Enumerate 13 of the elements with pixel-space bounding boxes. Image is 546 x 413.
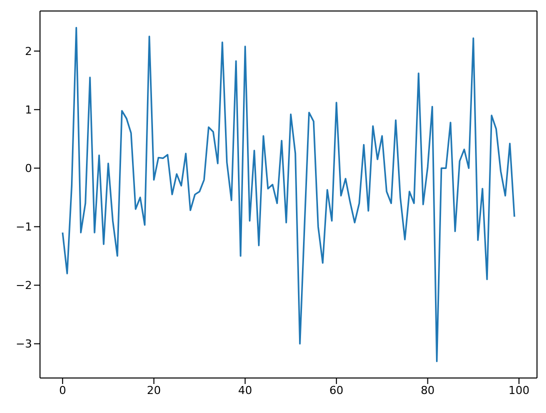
- y-tick-label: 1: [25, 104, 32, 117]
- x-tick-label: 40: [238, 384, 252, 397]
- y-tick-label: −2: [16, 279, 32, 292]
- x-tick-label: 20: [146, 384, 161, 397]
- x-tick-label: 100: [508, 384, 530, 397]
- y-tick-label: −1: [16, 220, 32, 234]
- y-tick-label: −3: [16, 338, 32, 351]
- x-tick-label: 60: [329, 384, 344, 397]
- y-tick-label: 2: [25, 45, 32, 58]
- y-tick-label: 0: [25, 162, 32, 176]
- x-tick-label: 80: [420, 384, 435, 397]
- x-tick-label: 0: [59, 384, 66, 397]
- line-series: [62, 26, 516, 362]
